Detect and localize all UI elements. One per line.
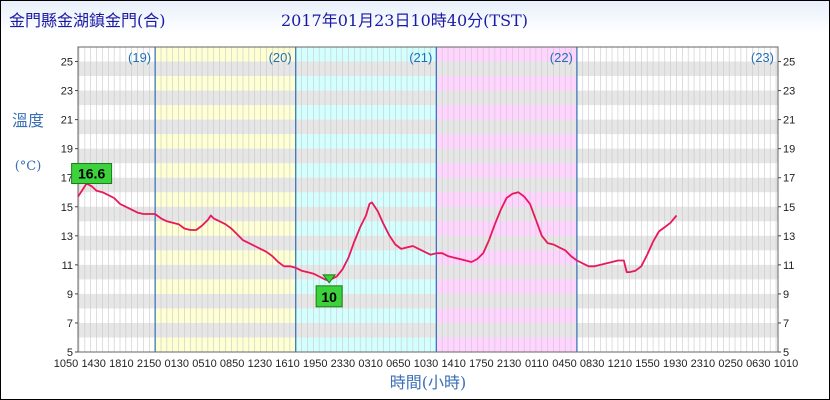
x-tick-label: 0630 <box>746 358 770 370</box>
x-tick-label: 1010 <box>774 358 798 370</box>
x-tick-label: 0110 <box>525 358 549 370</box>
y-tick-label-right: 21 <box>783 115 795 127</box>
x-axis-label: 時間(小時) <box>390 373 467 392</box>
vertical-gridlines <box>78 47 777 352</box>
plot-area-border <box>77 46 779 353</box>
grid-stripe <box>78 177 778 193</box>
y-tick-label-right: 17 <box>783 173 795 185</box>
y-tick-label-left: 9 <box>67 289 73 301</box>
y-tick-label-left: 13 <box>61 231 73 243</box>
grid-stripe <box>78 61 778 77</box>
day-labels: (19) (20) (21) (22) (23) <box>128 50 774 65</box>
temperature-line <box>77 182 678 282</box>
x-tick-label: 0310 <box>358 358 382 370</box>
day-dividers <box>154 47 578 352</box>
x-tick-label: 1230 <box>248 358 272 370</box>
day-label: (19) <box>128 50 151 65</box>
station-title: 金門縣金湖鎮金門(合) <box>9 11 166 30</box>
day-label: (20) <box>269 50 292 65</box>
day-label: (23) <box>751 50 774 65</box>
min-marker <box>322 274 337 284</box>
grid-stripe <box>78 148 778 164</box>
gridline-stripes <box>78 61 778 338</box>
day-label: (21) <box>409 50 432 65</box>
y-tick-label-right: 15 <box>783 202 795 214</box>
y-tick-label-right: 13 <box>783 231 795 243</box>
datetime-title: 2017年01月23日10時40分(TST) <box>281 11 528 30</box>
y-tick-label-left: 21 <box>61 115 73 127</box>
grid-stripe <box>78 264 778 280</box>
x-tick-label: 2130 <box>497 358 521 370</box>
y-tick-label-left: 15 <box>61 202 73 214</box>
grid-stripe <box>78 293 778 309</box>
x-tick-label: 0830 <box>580 358 604 370</box>
day-label: (22) <box>550 50 573 65</box>
grid-stripe <box>78 119 778 135</box>
x-tick-label: 1210 <box>608 358 632 370</box>
y-tick-label-right: 9 <box>783 289 789 301</box>
x-tick-label: 1430 <box>81 358 105 370</box>
x-tick-label: 0130 <box>165 358 189 370</box>
x-tick-label: 2330 <box>331 358 355 370</box>
y-tick-label-right: 19 <box>783 144 795 156</box>
x-tick-label: 1950 <box>303 358 327 370</box>
annotations: 16.6 10 <box>71 163 343 308</box>
y-tick-label-left: 19 <box>61 144 73 156</box>
y-axis-label: 溫度 <box>12 111 44 130</box>
max-label-box <box>71 163 113 185</box>
x-tick-label: 1050 <box>54 358 78 370</box>
y-tick-label-right: 5 <box>783 347 789 359</box>
x-tick-label: 1930 <box>663 358 687 370</box>
y-tick-label-right: 23 <box>783 86 795 98</box>
x-tick-label: 1410 <box>441 358 465 370</box>
y-tick-label-left: 11 <box>62 260 73 272</box>
x-tick-label: 1550 <box>635 358 659 370</box>
y-tick-labels: 5 5 7 7 9 9 11 11 13 13 15 15 17 17 19 19 21 21 23 23 25 25 <box>61 57 796 359</box>
grid-stripe <box>78 235 778 251</box>
y-tick-label-left: 17 <box>61 173 73 185</box>
x-tick-label: 2150 <box>137 358 161 370</box>
min-label-box <box>315 285 343 308</box>
grid-stripe <box>78 322 778 338</box>
x-tick-label: 0650 <box>386 358 410 370</box>
x-tick-label: 2310 <box>691 358 715 370</box>
y-tick-label-left: 25 <box>61 57 73 69</box>
x-tick-label: 1610 <box>275 358 299 370</box>
y-axis-unit: (°C) <box>15 159 42 174</box>
y-tick-label-right: 11 <box>783 260 794 272</box>
x-tick-label: 0450 <box>552 358 576 370</box>
x-tick-label: 1030 <box>414 358 438 370</box>
grid-stripe <box>78 90 778 106</box>
y-tick-label-right: 7 <box>783 318 789 330</box>
x-tick-label: 0250 <box>718 358 742 370</box>
chart-header: 金門縣金湖鎮金門(合) 2017年01月23日10時40分(TST) <box>1 1 829 34</box>
x-tick-label: 1750 <box>469 358 493 370</box>
max-label: 16.6 <box>78 166 105 182</box>
x-tick-label: 1810 <box>109 358 133 370</box>
x-tick-labels: 1050 1430 1810 2150 0130 0510 0850 1230 1610 1950… <box>54 358 798 370</box>
y-tick-label-left: 23 <box>61 86 73 98</box>
y-tick-label-right: 25 <box>783 57 795 69</box>
y-tick-label-left: 5 <box>67 347 73 359</box>
grid-stripe <box>78 206 778 222</box>
min-label: 10 <box>321 289 337 305</box>
x-tick-label: 0510 <box>192 358 216 370</box>
x-tick-label: 0850 <box>220 358 244 370</box>
y-tick-label-left: 7 <box>67 318 73 330</box>
